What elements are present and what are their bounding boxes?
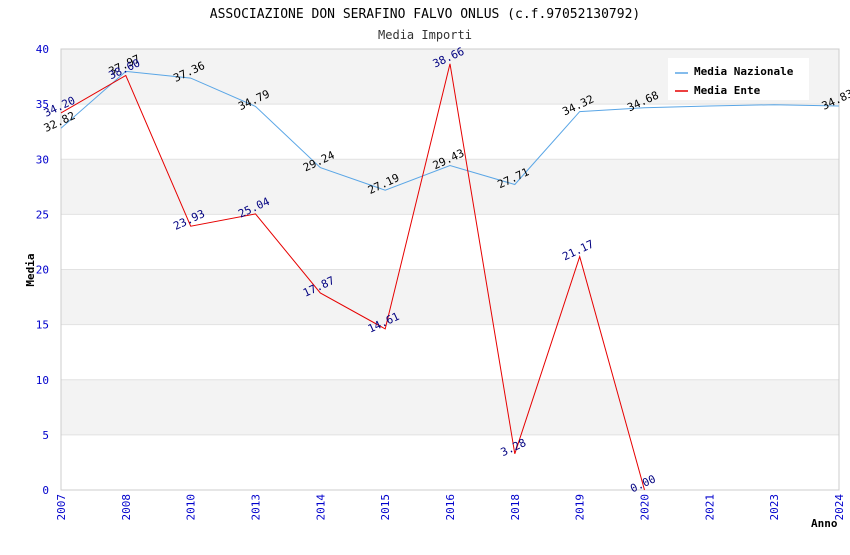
x-tick-label: 2019 bbox=[574, 494, 587, 521]
y-tick-label: 25 bbox=[36, 208, 49, 221]
grid-band bbox=[61, 214, 839, 270]
x-tick-label: 2016 bbox=[444, 494, 457, 521]
y-tick-label: 15 bbox=[36, 319, 49, 332]
chart-title: ASSOCIAZIONE DON SERAFINO FALVO ONLUS (c… bbox=[210, 7, 640, 22]
grid-bands bbox=[61, 49, 839, 490]
y-tick-label: 40 bbox=[36, 43, 49, 56]
x-tick-label: 2008 bbox=[120, 494, 133, 521]
chart-subtitle: Media Importi bbox=[378, 28, 472, 42]
x-tick-label: 2014 bbox=[314, 494, 327, 521]
y-axis-ticks: 0 5 10 15 20 25 30 35 40 bbox=[36, 43, 49, 497]
x-tick-label: 2015 bbox=[379, 494, 392, 521]
legend-label-ente: Media Ente bbox=[694, 84, 761, 97]
x-tick-label: 2024 bbox=[833, 494, 846, 521]
x-tick-label: 2007 bbox=[55, 494, 68, 521]
grid-band bbox=[61, 324, 839, 380]
x-axis-ticks: 2007 2008 2010 2013 2014 2015 2016 2018 2019 2020… bbox=[55, 494, 846, 521]
legend: Media Nazionale Media Ente bbox=[668, 58, 809, 100]
grid-band bbox=[61, 379, 839, 435]
grid-band bbox=[61, 159, 839, 215]
series-line-ente bbox=[60, 63, 645, 491]
x-tick-label: 2023 bbox=[768, 494, 781, 521]
grid-band bbox=[61, 269, 839, 325]
y-axis-title: Media bbox=[24, 253, 37, 286]
y-tick-label: 0 bbox=[42, 484, 49, 497]
y-tick-label: 35 bbox=[36, 98, 49, 111]
x-tick-label: 2021 bbox=[703, 494, 716, 521]
x-tick-label: 2013 bbox=[250, 494, 263, 521]
series-line-nazionale bbox=[60, 70, 840, 191]
y-tick-label: 30 bbox=[36, 153, 49, 166]
x-axis-title: Anno bbox=[811, 517, 838, 530]
y-tick-label: 5 bbox=[42, 429, 49, 442]
series-lines bbox=[60, 63, 840, 491]
y-tick-label: 20 bbox=[36, 264, 49, 277]
grid-band bbox=[61, 434, 839, 490]
plot-border bbox=[60, 48, 840, 491]
legend-box bbox=[668, 58, 809, 100]
grid-band bbox=[61, 104, 839, 160]
legend-label-nazionale: Media Nazionale bbox=[694, 65, 794, 78]
y-tick-label: 10 bbox=[36, 374, 49, 387]
x-tick-label: 2018 bbox=[509, 494, 522, 521]
x-tick-label: 2020 bbox=[639, 494, 652, 521]
x-tick-label: 2010 bbox=[185, 494, 198, 521]
